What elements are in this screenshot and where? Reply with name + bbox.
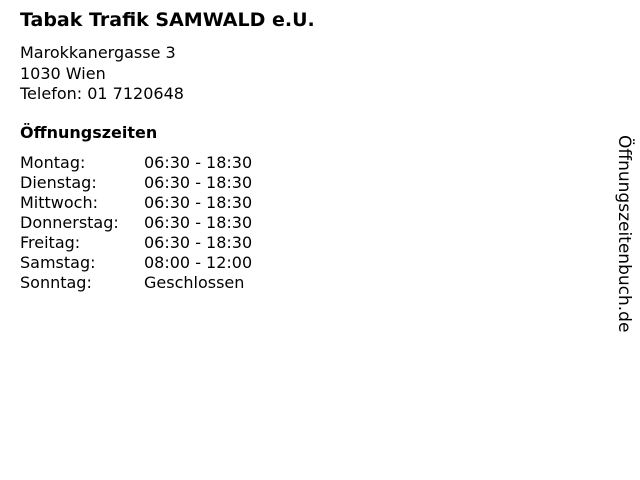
site-watermark: Öffnungszeitenbuch.de <box>614 135 634 333</box>
day: Montag: <box>20 153 86 172</box>
day: Samstag: <box>20 253 96 272</box>
hours-row: Montag: 06:30 - 18:30 <box>18 153 254 173</box>
hours-heading: Öffnungszeiten <box>20 123 158 142</box>
hours-row: Samstag: 08:00 - 12:00 <box>18 253 254 273</box>
hours-row: Freitag: 06:30 - 18:30 <box>18 233 254 253</box>
time: 06:30 - 18:30 <box>144 153 253 172</box>
time: 06:30 - 18:30 <box>144 213 253 232</box>
city: 1030 Wien <box>20 63 106 83</box>
hours-row: Donnerstag: 06:30 - 18:30 <box>18 213 254 233</box>
hours-row: Dienstag: 06:30 - 18:30 <box>18 173 254 193</box>
day: Dienstag: <box>20 173 97 192</box>
time: 06:30 - 18:30 <box>144 233 253 252</box>
time: Geschlossen <box>144 273 245 292</box>
day: Mittwoch: <box>20 193 98 212</box>
day: Sonntag: <box>20 273 92 292</box>
business-name: Tabak Trafik SAMWALD e.U. <box>20 9 315 31</box>
day: Freitag: <box>20 233 81 252</box>
street: Marokkanergasse 3 <box>20 43 176 62</box>
phone: Telefon: 01 7120648 <box>20 84 184 103</box>
day: Donnerstag: <box>20 213 119 232</box>
hours-table: Montag: 06:30 - 18:30 Dienstag: 06:30 - 18:… <box>18 153 254 293</box>
time: 08:00 - 12:00 <box>144 253 253 272</box>
hours-row: Mittwoch: 06:30 - 18:30 <box>18 193 254 213</box>
hours-row: Sonntag: Geschlossen <box>18 273 254 293</box>
time: 06:30 - 18:30 <box>144 173 253 192</box>
address: Marokkanergasse 3 1030 Wien Telefon: 01 … <box>20 43 184 105</box>
time: 06:30 - 18:30 <box>144 193 253 212</box>
